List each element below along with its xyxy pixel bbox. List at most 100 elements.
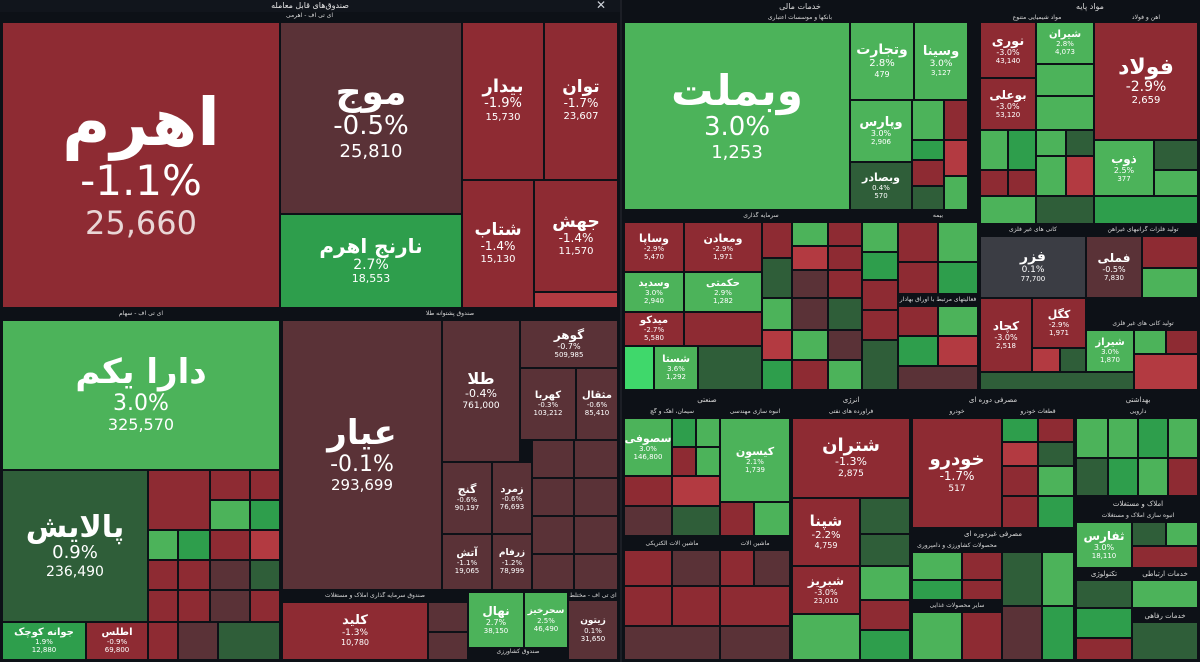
tile-small[interactable] (912, 160, 944, 186)
tile-small[interactable] (672, 550, 720, 586)
tile-small[interactable] (828, 330, 862, 360)
tile-small[interactable] (672, 476, 720, 506)
tile-small[interactable] (148, 622, 178, 660)
tile-small[interactable] (898, 336, 938, 366)
tile-small[interactable] (148, 560, 178, 590)
tile-small[interactable] (178, 590, 210, 622)
tile-small[interactable] (912, 612, 962, 660)
tile-hekmati[interactable]: حکمتی 2.9% 1,282 (684, 272, 762, 312)
tile-small[interactable] (210, 530, 250, 560)
tile-vtejarat[interactable]: وتجارت 2.8% 479 (850, 22, 914, 100)
tile-small[interactable] (962, 612, 1002, 660)
tile-gonj[interactable]: گنج -0.6% 90,197 (442, 462, 492, 534)
tile-small[interactable] (1066, 130, 1094, 156)
tile-small[interactable] (574, 478, 618, 516)
tile-tfars[interactable]: ثفارس 3.0% 18,110 (1076, 522, 1132, 568)
tile-shatran[interactable]: شتران -1.3% 2,875 (792, 418, 910, 498)
tile-small[interactable] (672, 418, 696, 447)
tile-small[interactable] (862, 252, 898, 280)
tile-small[interactable] (1066, 156, 1094, 196)
tile-small[interactable] (672, 447, 696, 476)
tile-small[interactable] (1042, 552, 1074, 606)
tile-small[interactable] (532, 554, 574, 590)
tile-small[interactable] (792, 222, 828, 246)
tile-small[interactable] (860, 498, 910, 534)
tile-small[interactable] (792, 614, 860, 660)
tile-small[interactable] (534, 292, 618, 308)
tile-shiraz[interactable]: شیراز 3.0% 1,870 (1086, 330, 1134, 372)
tile-small[interactable] (574, 440, 618, 478)
tile-small[interactable] (944, 140, 968, 176)
tile-folad[interactable]: فولاد -2.9% 2,659 (1094, 22, 1198, 140)
tile-fazar[interactable]: فزر 0.1% 77,700 (980, 236, 1086, 298)
tile-small[interactable] (862, 310, 898, 340)
tile-small[interactable] (1002, 442, 1038, 466)
tile-kechad[interactable]: کچاد -3.0% 2,518 (980, 298, 1032, 372)
tile-noori[interactable]: نوری -3.0% 43,140 (980, 22, 1036, 78)
tile-small[interactable] (1154, 140, 1198, 170)
tile-buali[interactable]: بوعلی -3.0% 53,120 (980, 78, 1036, 130)
tile-small[interactable] (250, 560, 280, 590)
tile-small[interactable] (684, 312, 762, 346)
tile-small[interactable] (1076, 638, 1132, 660)
tile-small[interactable] (1166, 330, 1198, 354)
tile-small[interactable] (828, 360, 862, 390)
tile-shepna[interactable]: شپنا -2.2% 4,759 (792, 498, 860, 566)
tile-small[interactable] (962, 552, 1002, 580)
tile-small[interactable] (792, 360, 828, 390)
tile-small[interactable] (428, 602, 468, 632)
tile-kesoon[interactable]: کیسون 2.1% 1,739 (720, 418, 790, 502)
tile-small[interactable] (762, 298, 792, 330)
tile-small[interactable] (672, 506, 720, 536)
tile-atash[interactable]: آتش -1.1% 19,065 (442, 534, 492, 590)
tile-small[interactable] (720, 502, 754, 536)
tile-small[interactable] (862, 280, 898, 310)
tile-small[interactable] (210, 560, 250, 590)
tile-shasta[interactable]: شستا 3.6% 1,292 (654, 346, 698, 390)
tile-small[interactable] (1094, 196, 1198, 224)
tile-small[interactable] (1154, 170, 1198, 196)
tile-small[interactable] (1076, 458, 1108, 496)
tile-small[interactable] (860, 630, 910, 660)
tile-small[interactable] (210, 470, 250, 500)
tile-small[interactable] (944, 176, 968, 210)
tile-sesoofi[interactable]: سصوفی 3.0% 146,800 (624, 418, 672, 476)
tile-small[interactable] (210, 500, 250, 530)
tile-small[interactable] (792, 270, 828, 298)
tile-small[interactable] (178, 560, 210, 590)
tile-atlas[interactable]: اطلس -0.9% 69,800 (86, 622, 148, 660)
tile-small[interactable] (762, 222, 792, 258)
tile-small[interactable] (210, 590, 250, 622)
tile-javaneh[interactable]: جوانه کوچک 1.9% 12,880 (2, 622, 86, 660)
tile-small[interactable] (912, 100, 944, 140)
tile-kelid[interactable]: کلید -1.3% 10,780 (282, 602, 428, 660)
tile-small[interactable] (980, 372, 1134, 390)
tile-small[interactable] (862, 340, 898, 390)
tile-small[interactable] (218, 622, 280, 660)
tile-small[interactable] (720, 586, 790, 626)
tile-small[interactable] (624, 346, 654, 390)
tile-small[interactable] (1132, 546, 1198, 568)
tile-small[interactable] (1038, 466, 1074, 496)
tile-small[interactable] (1032, 348, 1060, 372)
tile-small[interactable] (1002, 606, 1042, 660)
tile-small[interactable] (980, 130, 1008, 170)
tile-small[interactable] (1060, 348, 1086, 372)
tile-small[interactable] (912, 140, 944, 160)
tile-small[interactable] (1168, 458, 1198, 496)
tile-small[interactable] (898, 262, 938, 294)
tile-zeytoon[interactable]: زیتون 0.1% 31,650 (568, 600, 618, 660)
tile-small[interactable] (624, 506, 672, 536)
tile-vbsader[interactable]: وبصادر 0.4% 570 (850, 162, 912, 210)
tile-shabriz[interactable]: شبریز -3.0% 23,010 (792, 566, 860, 614)
tile-tala[interactable]: طلا -0.4% 761,000 (442, 320, 520, 462)
tile-small[interactable] (792, 298, 828, 330)
tile-small[interactable] (1132, 580, 1198, 608)
tile-small[interactable] (574, 554, 618, 590)
tile-small[interactable] (148, 530, 178, 560)
tile-femli[interactable]: فملی -0.5% 7,830 (1086, 236, 1142, 298)
tile-small[interactable] (828, 298, 862, 330)
tile-small[interactable] (1042, 606, 1074, 660)
tile-small[interactable] (696, 447, 720, 476)
tile-small[interactable] (754, 550, 790, 586)
